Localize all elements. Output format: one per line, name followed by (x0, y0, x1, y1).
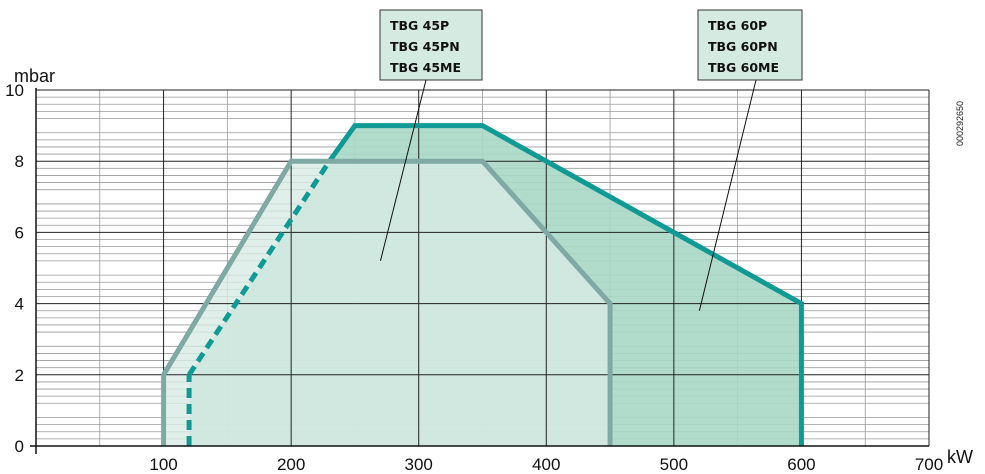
x-tick-label: 400 (532, 455, 560, 474)
annotation-label-tbg45: TBG 45PN (390, 39, 460, 54)
x-tick-label: 100 (149, 455, 177, 474)
y-tick-label: 8 (15, 152, 24, 171)
y-tick-labels: 0 2 4 6 8 10 (5, 81, 24, 456)
y-axis-label: mbar (14, 66, 55, 86)
series-outline-dashed-tbg60 (186, 159, 332, 377)
working-field-lines (161, 123, 804, 446)
y-tick-label: 6 (15, 223, 24, 242)
annotation-label-tbg60: TBG 60ME (708, 60, 779, 75)
y-tick-label: 10 (5, 81, 24, 100)
annotation-box-tbg45 (379, 9, 483, 81)
annotation-leader-tbg45 (379, 79, 427, 262)
annotation-label-tbg60: TBG 60P (708, 18, 767, 33)
y-tick-label: 4 (15, 295, 24, 314)
x-tick-label: 700 (915, 455, 943, 474)
drawing-code: 000292650 (955, 101, 965, 146)
x-tick-labels: 100 200 300 400 500 600 700 (149, 455, 943, 474)
annotation-label-tbg45: TBG 45ME (390, 60, 461, 75)
annotation-leader-tbg60 (698, 79, 757, 311)
series-outline-tbg60 (327, 123, 804, 446)
y-tick-label: 2 (15, 366, 24, 385)
annotation-box-tbg60 (697, 9, 803, 81)
y-tick-label: 0 (15, 437, 24, 456)
annotation-label-tbg45: TBG 45P (390, 18, 449, 33)
x-axis-label: kW (947, 447, 973, 467)
x-tick-label: 300 (405, 455, 433, 474)
annotations: TBG 45P TBG 45PN TBG 45ME TBG 60P TBG 60PN TB… (379, 9, 803, 311)
x-tick-label: 200 (277, 455, 305, 474)
x-tick-label: 500 (660, 455, 688, 474)
x-tick-label: 600 (787, 455, 815, 474)
series-outline-tbg45 (161, 158, 613, 446)
annotation-label-tbg60: TBG 60PN (708, 39, 778, 54)
axes (30, 88, 929, 454)
